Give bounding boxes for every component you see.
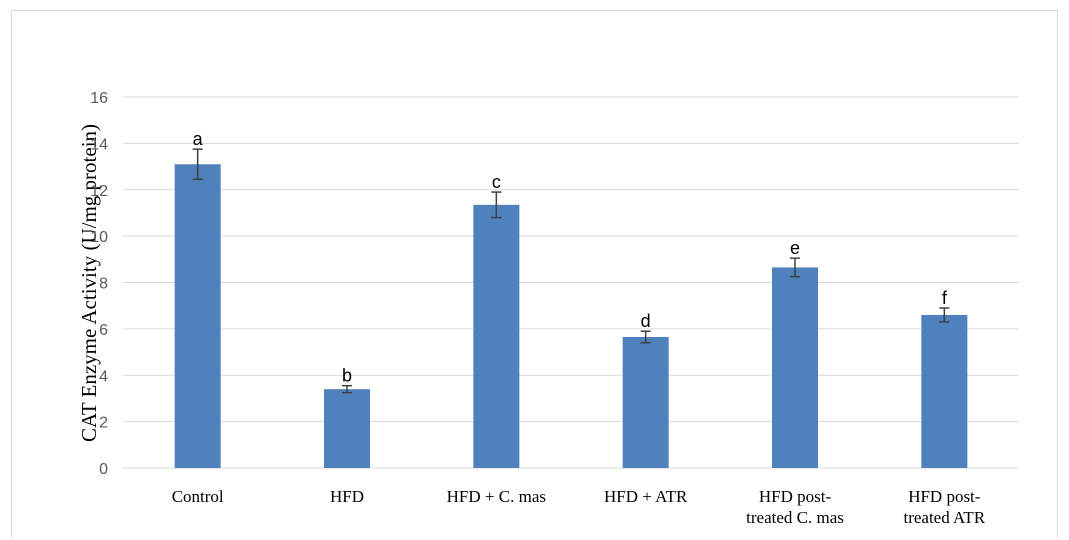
y-tick-label: 8	[99, 276, 108, 293]
bar	[622, 336, 669, 468]
y-tick-label: 0	[99, 461, 108, 478]
bar	[921, 314, 968, 468]
bar	[174, 164, 221, 468]
x-tick-label: HFD post-	[908, 487, 981, 506]
y-tick-label: 10	[90, 229, 108, 246]
y-tick-label: 6	[99, 322, 108, 339]
data-label: e	[790, 238, 800, 258]
x-tick-label: HFD + ATR	[604, 487, 688, 506]
data-label: c	[492, 172, 501, 192]
data-label: a	[193, 129, 204, 149]
data-label: b	[342, 366, 352, 386]
y-tick-label: 16	[90, 90, 108, 107]
bar	[473, 204, 520, 468]
x-tick-label: HFD + C. mas	[447, 487, 546, 506]
x-tick-label: HFD post-	[759, 487, 832, 506]
chart-frame	[11, 10, 1058, 538]
x-tick-label: treated C. mas	[746, 508, 844, 527]
y-axis-title: CAT Enzyme Activity (U/mg protein)	[77, 124, 101, 442]
x-tick-label: treated ATR	[903, 508, 985, 527]
bar	[324, 389, 370, 468]
y-tick-label: 14	[90, 136, 108, 153]
y-tick-label: 12	[90, 183, 108, 200]
x-tick-label: HFD	[330, 487, 364, 506]
x-tick-label: Control	[172, 487, 224, 506]
data-label: d	[641, 311, 651, 331]
y-tick-label: 2	[99, 415, 108, 432]
y-tick-label: 4	[99, 368, 108, 385]
bar	[772, 267, 818, 468]
data-label: f	[942, 288, 948, 308]
